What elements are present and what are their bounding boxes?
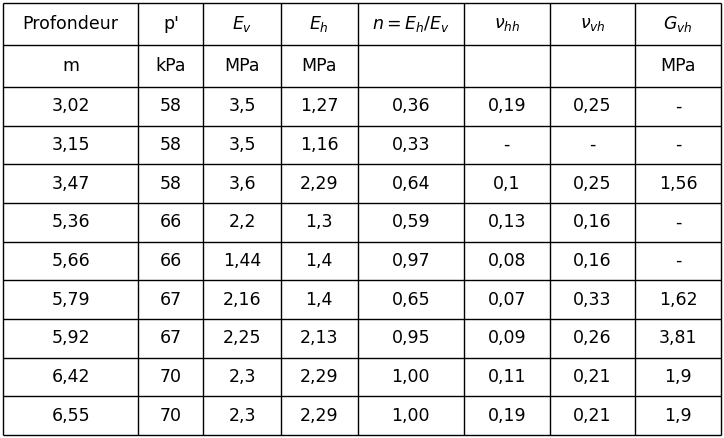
Text: -: - bbox=[675, 136, 681, 154]
Text: 5,66: 5,66 bbox=[51, 252, 90, 270]
Text: 70: 70 bbox=[160, 368, 182, 386]
Text: 5,36: 5,36 bbox=[51, 213, 90, 231]
Text: 2,29: 2,29 bbox=[300, 368, 339, 386]
Text: 2,25: 2,25 bbox=[223, 329, 261, 347]
Text: 5,79: 5,79 bbox=[51, 291, 90, 309]
Text: 0,19: 0,19 bbox=[487, 97, 526, 116]
Text: 0,64: 0,64 bbox=[392, 175, 430, 193]
Text: 58: 58 bbox=[160, 175, 182, 193]
Text: 67: 67 bbox=[160, 329, 182, 347]
Text: 1,56: 1,56 bbox=[659, 175, 697, 193]
Text: 0,09: 0,09 bbox=[487, 329, 526, 347]
Text: 2,29: 2,29 bbox=[300, 175, 339, 193]
Text: 3,81: 3,81 bbox=[659, 329, 697, 347]
Text: 1,4: 1,4 bbox=[306, 291, 333, 309]
Text: MPa: MPa bbox=[224, 57, 260, 75]
Text: -: - bbox=[675, 97, 681, 116]
Text: MPa: MPa bbox=[301, 57, 337, 75]
Text: 3,02: 3,02 bbox=[51, 97, 90, 116]
Text: $E_v$: $E_v$ bbox=[232, 14, 252, 34]
Text: m: m bbox=[62, 57, 79, 75]
Text: 0,25: 0,25 bbox=[573, 97, 612, 116]
Text: 0,11: 0,11 bbox=[487, 368, 526, 386]
Text: p': p' bbox=[163, 15, 179, 33]
Text: 2,13: 2,13 bbox=[300, 329, 338, 347]
Text: 70: 70 bbox=[160, 406, 182, 425]
Text: 5,92: 5,92 bbox=[51, 329, 90, 347]
Text: 2,2: 2,2 bbox=[228, 213, 256, 231]
Text: $\nu_{vh}$: $\nu_{vh}$ bbox=[580, 15, 605, 33]
Text: 66: 66 bbox=[160, 213, 182, 231]
Text: 0,33: 0,33 bbox=[392, 136, 430, 154]
Text: 0,13: 0,13 bbox=[487, 213, 526, 231]
Text: 0,16: 0,16 bbox=[573, 213, 612, 231]
Text: 1,3: 1,3 bbox=[306, 213, 333, 231]
Text: 1,27: 1,27 bbox=[300, 97, 338, 116]
Text: 0,08: 0,08 bbox=[487, 252, 526, 270]
Text: 3,5: 3,5 bbox=[228, 136, 256, 154]
Text: 2,3: 2,3 bbox=[228, 406, 256, 425]
Text: $n=E_h/E_v$: $n=E_h/E_v$ bbox=[372, 14, 450, 34]
Text: 0,07: 0,07 bbox=[487, 291, 526, 309]
Text: 0,95: 0,95 bbox=[392, 329, 430, 347]
Text: -: - bbox=[675, 252, 681, 270]
Text: 3,47: 3,47 bbox=[51, 175, 90, 193]
Text: 2,16: 2,16 bbox=[223, 291, 261, 309]
Text: 6,42: 6,42 bbox=[51, 368, 90, 386]
Text: Profondeur: Profondeur bbox=[22, 15, 119, 33]
Text: 1,4: 1,4 bbox=[306, 252, 333, 270]
Text: 1,9: 1,9 bbox=[665, 368, 692, 386]
Text: MPa: MPa bbox=[660, 57, 696, 75]
Text: 0,59: 0,59 bbox=[392, 213, 430, 231]
Text: 1,9: 1,9 bbox=[665, 406, 692, 425]
Text: 67: 67 bbox=[160, 291, 182, 309]
Text: 0,97: 0,97 bbox=[392, 252, 430, 270]
Text: 3,6: 3,6 bbox=[228, 175, 256, 193]
Text: 0,36: 0,36 bbox=[392, 97, 430, 116]
Text: 1,00: 1,00 bbox=[392, 368, 430, 386]
Text: 66: 66 bbox=[160, 252, 182, 270]
Text: 58: 58 bbox=[160, 136, 182, 154]
Text: 6,55: 6,55 bbox=[51, 406, 90, 425]
Text: 2,3: 2,3 bbox=[228, 368, 256, 386]
Text: $G_{vh}$: $G_{vh}$ bbox=[663, 14, 693, 34]
Text: 0,16: 0,16 bbox=[573, 252, 612, 270]
Text: 0,21: 0,21 bbox=[573, 406, 612, 425]
Text: 58: 58 bbox=[160, 97, 182, 116]
Text: 0,25: 0,25 bbox=[573, 175, 612, 193]
Text: 0,19: 0,19 bbox=[487, 406, 526, 425]
Text: 1,16: 1,16 bbox=[300, 136, 339, 154]
Text: 0,26: 0,26 bbox=[573, 329, 612, 347]
Text: 1,44: 1,44 bbox=[223, 252, 261, 270]
Text: kPa: kPa bbox=[156, 57, 186, 75]
Text: 3,5: 3,5 bbox=[228, 97, 256, 116]
Text: $\nu_{hh}$: $\nu_{hh}$ bbox=[494, 15, 520, 33]
Text: -: - bbox=[504, 136, 510, 154]
Text: 1,62: 1,62 bbox=[659, 291, 697, 309]
Text: -: - bbox=[675, 213, 681, 231]
Text: -: - bbox=[589, 136, 596, 154]
Text: 3,15: 3,15 bbox=[51, 136, 90, 154]
Text: 0,21: 0,21 bbox=[573, 368, 612, 386]
Text: $E_h$: $E_h$ bbox=[309, 14, 329, 34]
Text: 0,1: 0,1 bbox=[493, 175, 521, 193]
Text: 0,33: 0,33 bbox=[573, 291, 612, 309]
Text: 0,65: 0,65 bbox=[392, 291, 430, 309]
Text: 2,29: 2,29 bbox=[300, 406, 339, 425]
Text: 1,00: 1,00 bbox=[392, 406, 430, 425]
